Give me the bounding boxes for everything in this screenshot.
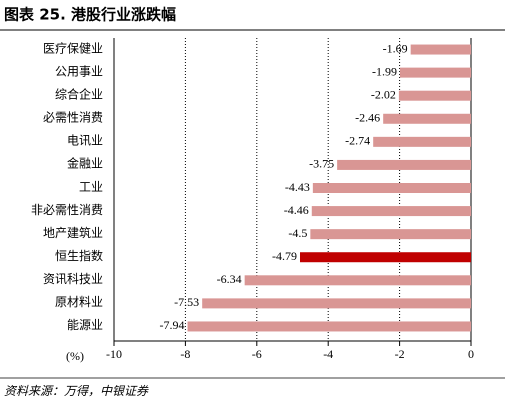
y-tick-label: 金融业	[67, 156, 103, 171]
bar	[383, 113, 471, 124]
bar	[310, 229, 471, 240]
bar	[399, 67, 471, 78]
bar	[312, 183, 471, 193]
bar	[187, 321, 472, 332]
x-tick-label: -10	[106, 347, 122, 361]
value-label: -2.46	[355, 111, 380, 125]
value-label: -4.5	[288, 226, 307, 240]
bar	[202, 298, 471, 309]
value-label: -2.74	[345, 134, 370, 148]
x-tick-label: -4	[323, 347, 333, 361]
value-label: -6.34	[217, 272, 242, 286]
y-tick-label: 原材料业	[55, 295, 103, 309]
x-tick-label: 0	[468, 347, 474, 361]
value-label: -2.02	[371, 87, 396, 101]
value-label: -3.75	[309, 157, 334, 171]
x-tick-label: -2	[395, 347, 405, 361]
value-label: -1.99	[372, 64, 397, 78]
value-label: -7.53	[174, 295, 199, 309]
value-label: -4.79	[272, 249, 297, 263]
x-tick-label: -8	[180, 347, 190, 361]
bar	[398, 90, 471, 101]
bar	[373, 136, 471, 147]
value-label: -4.46	[284, 203, 309, 217]
bar	[244, 275, 471, 286]
bar	[410, 44, 471, 55]
y-tick-label: 非必需性消费	[31, 203, 103, 217]
x-tick-label: -6	[252, 347, 262, 361]
y-tick-label: 公用事业	[55, 64, 103, 78]
y-tick-label: 综合企业	[55, 86, 103, 101]
y-tick-label: 工业	[79, 180, 103, 194]
bar	[299, 252, 471, 263]
bar	[337, 159, 471, 170]
value-label: -7.94	[160, 318, 185, 332]
bar	[311, 206, 471, 217]
y-tick-label: 恒生指数	[55, 248, 103, 263]
source-note: 资料来源：万得，中银证券	[4, 384, 149, 398]
y-tick-label: 资讯科技业	[43, 272, 103, 286]
chart-title: 图表 25. 港股行业涨跌幅	[4, 6, 176, 24]
y-tick-label: 电讯业	[67, 134, 103, 148]
y-tick-label: 地产建筑业	[43, 225, 103, 240]
y-tick-label: 医疗保健业	[43, 41, 103, 55]
value-label: -1.69	[383, 41, 408, 55]
value-label: -4.43	[285, 180, 310, 194]
y-tick-label: 必需性消费	[43, 111, 103, 125]
x-axis-label: (%)	[66, 349, 84, 363]
y-tick-label: 能源业	[67, 318, 103, 332]
